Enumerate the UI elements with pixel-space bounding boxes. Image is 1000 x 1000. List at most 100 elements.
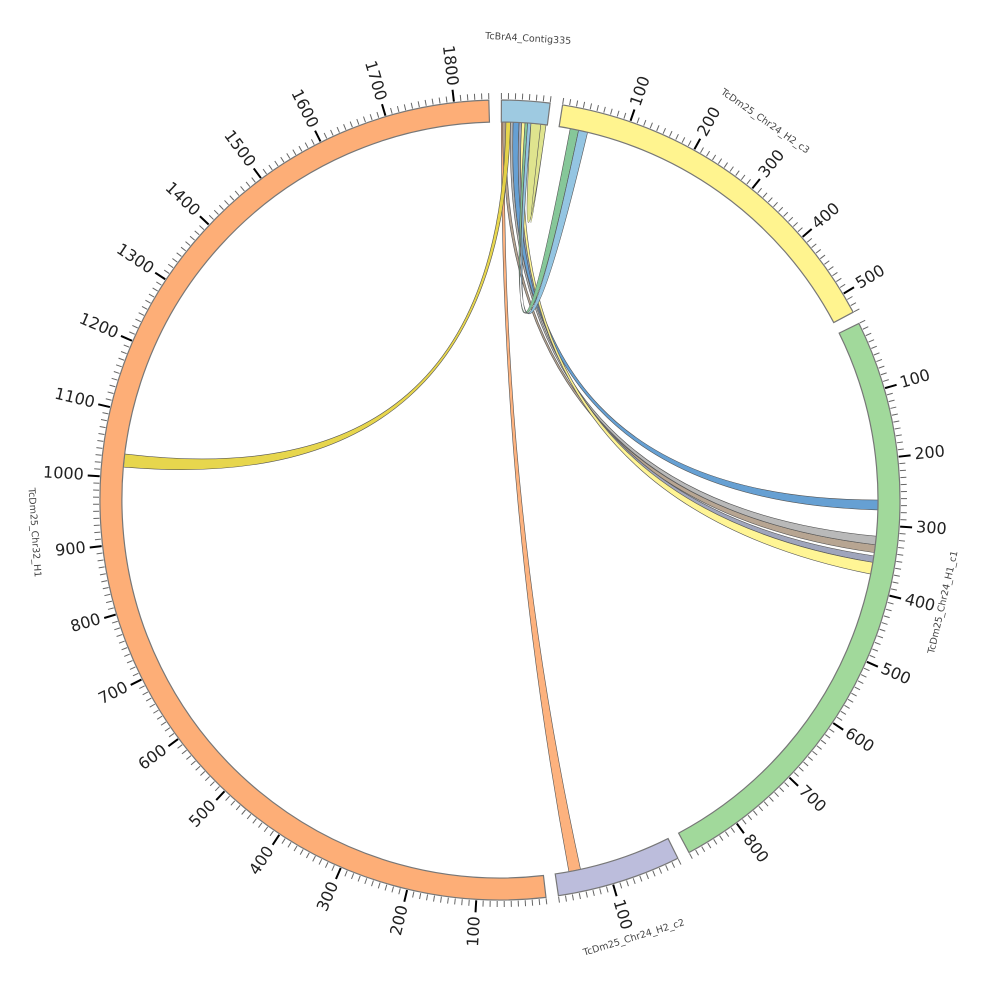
major-tick xyxy=(167,738,179,748)
ideogram-h2c2[interactable] xyxy=(554,837,679,897)
minor-tick xyxy=(871,345,878,349)
minor-tick xyxy=(118,640,125,644)
minor-tick xyxy=(269,830,274,837)
minor-tick xyxy=(101,580,108,583)
minor-tick xyxy=(99,573,106,576)
minor-tick xyxy=(798,766,804,772)
minor-tick xyxy=(417,101,420,108)
minor-tick xyxy=(872,648,879,652)
minor-tick xyxy=(369,114,373,121)
major-tick xyxy=(629,109,636,122)
minor-tick xyxy=(318,858,323,865)
ticks-layer: 1002003004005001002003004005006007008001… xyxy=(43,44,948,947)
ideogram-chr32[interactable] xyxy=(99,99,547,901)
major-tick xyxy=(900,525,913,529)
ideogram-h1c1[interactable] xyxy=(677,322,901,854)
minor-tick xyxy=(168,733,175,738)
minor-tick xyxy=(431,98,434,105)
minor-tick xyxy=(596,104,599,112)
minor-tick xyxy=(828,728,835,733)
minor-tick xyxy=(281,838,286,844)
minor-tick xyxy=(312,855,316,862)
minor-tick xyxy=(111,377,118,381)
minor-tick xyxy=(895,567,902,570)
minor-tick xyxy=(758,805,764,812)
minor-tick xyxy=(104,593,111,597)
minor-tick xyxy=(639,875,643,882)
major-tick xyxy=(474,900,478,913)
minor-tick xyxy=(859,319,866,324)
minor-tick xyxy=(107,607,114,610)
minor-tick xyxy=(892,581,899,584)
minor-tick xyxy=(299,849,304,855)
minor-tick xyxy=(331,864,335,871)
minor-tick xyxy=(167,263,174,269)
minor-tick xyxy=(724,831,730,837)
minor-tick xyxy=(94,538,101,541)
minor-tick xyxy=(562,97,565,105)
minor-tick xyxy=(200,771,206,776)
minor-tick xyxy=(376,111,380,118)
minor-tick xyxy=(873,352,880,356)
minor-tick xyxy=(149,703,156,708)
minor-tick xyxy=(263,826,269,833)
minor-tick xyxy=(176,252,182,257)
minor-tick xyxy=(190,760,196,766)
minor-tick xyxy=(132,672,139,677)
minor-tick xyxy=(186,755,192,760)
minor-tick xyxy=(189,235,195,241)
minor-tick xyxy=(883,615,890,619)
minor-tick xyxy=(364,878,368,885)
minor-tick xyxy=(180,246,187,252)
minor-tick xyxy=(447,897,449,904)
minor-tick xyxy=(209,781,215,787)
minor-tick xyxy=(230,800,236,806)
minor-tick xyxy=(636,117,640,124)
minor-tick xyxy=(262,168,267,175)
minor-tick xyxy=(305,852,310,859)
minor-tick xyxy=(632,878,636,885)
minor-tick xyxy=(410,102,414,109)
major-tick xyxy=(451,89,455,102)
tick-label: 800 xyxy=(739,830,772,866)
minor-tick xyxy=(865,332,872,337)
minor-tick xyxy=(185,241,191,246)
minor-tick xyxy=(433,895,436,902)
minor-tick xyxy=(753,810,758,816)
minor-tick xyxy=(245,181,251,187)
tick-label: 1100 xyxy=(53,384,97,412)
ideogram-h2c3[interactable] xyxy=(558,104,854,324)
minor-tick xyxy=(897,448,904,451)
minor-tick xyxy=(899,462,906,465)
tick-label: 1400 xyxy=(162,178,205,220)
minor-tick xyxy=(324,862,329,868)
minor-tick xyxy=(806,238,813,243)
tick-label: 500 xyxy=(878,659,914,689)
minor-tick xyxy=(310,139,315,145)
minor-tick xyxy=(603,106,606,113)
minor-tick xyxy=(878,365,885,369)
minor-tick xyxy=(797,227,803,233)
minor-tick xyxy=(828,266,834,271)
minor-tick xyxy=(569,99,572,106)
minor-tick xyxy=(880,372,887,376)
major-tick xyxy=(252,167,262,179)
minor-tick xyxy=(241,809,246,815)
major-tick xyxy=(130,678,142,686)
ideogram-contig335[interactable] xyxy=(500,99,551,126)
minor-tick xyxy=(120,351,127,355)
minor-tick xyxy=(102,412,109,415)
minor-tick xyxy=(890,406,897,409)
tick-label: 1200 xyxy=(77,309,122,343)
minor-tick xyxy=(160,721,167,726)
minor-tick xyxy=(571,894,574,901)
minor-tick xyxy=(885,608,892,612)
minor-tick xyxy=(164,727,171,732)
minor-tick xyxy=(538,899,541,906)
minor-tick xyxy=(148,293,155,298)
tick-label: 400 xyxy=(245,842,278,878)
minor-tick xyxy=(126,660,133,664)
minor-tick xyxy=(689,853,693,859)
minor-tick xyxy=(121,647,128,651)
